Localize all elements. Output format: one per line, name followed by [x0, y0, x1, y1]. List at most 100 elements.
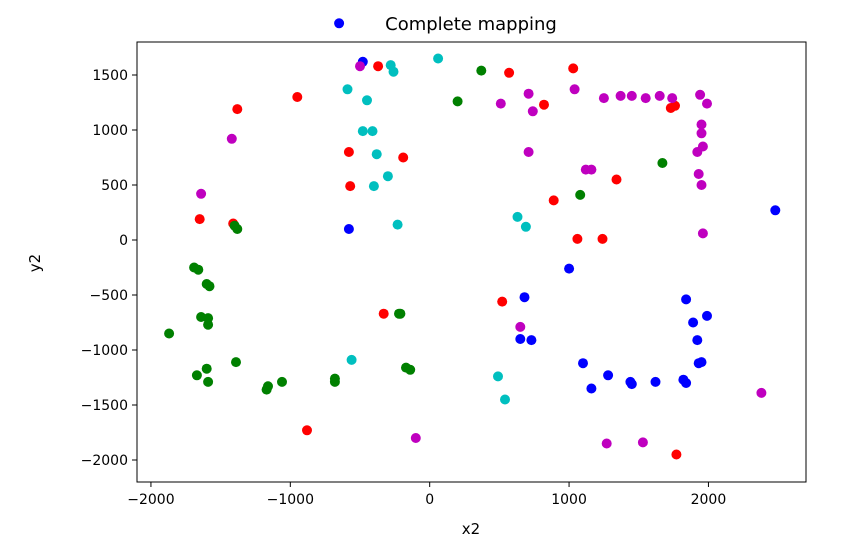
data-point [568, 63, 579, 74]
y-tick-label: 1000 [92, 123, 128, 139]
data-point [193, 264, 204, 275]
data-point [495, 98, 506, 109]
y-tick-label: 1500 [92, 68, 128, 84]
x-axis: −2000 −1000 0 1000 2000 [127, 482, 726, 508]
data-point [526, 335, 537, 346]
data-point [548, 195, 559, 206]
data-point [203, 376, 214, 387]
data-point [346, 354, 357, 365]
data-point [527, 106, 538, 117]
data-point [523, 88, 534, 99]
data-point [493, 371, 503, 382]
data-point [671, 449, 682, 460]
plot-area-frame [136, 41, 807, 483]
data-point [334, 18, 345, 29]
data-point [702, 310, 712, 321]
data-point [569, 84, 580, 95]
data-point [368, 181, 379, 192]
data-point [302, 425, 312, 436]
data-point [343, 147, 354, 157]
data-point [196, 188, 207, 199]
y-tick-label: 0 [119, 233, 128, 249]
data-point [770, 205, 781, 216]
data-point [388, 66, 399, 77]
y-tick-label: −2000 [81, 453, 128, 469]
data-point [586, 164, 597, 175]
data-point [191, 370, 202, 381]
data-point [702, 98, 712, 109]
data-point [395, 308, 406, 319]
data-point [681, 294, 692, 305]
data-point [504, 67, 515, 78]
data-point [410, 433, 421, 443]
data-point [203, 319, 214, 330]
data-point [292, 92, 303, 102]
data-point [342, 84, 353, 95]
data-point [226, 133, 237, 144]
x-tick-label: 1000 [551, 492, 587, 508]
chart-title: Complete mapping [385, 14, 557, 35]
x-tick-label: −2000 [127, 492, 174, 508]
y-axis: −2000 −1500 −1000 −500 0 500 1000 1500 [81, 68, 137, 469]
data-point [231, 357, 241, 368]
data-points [164, 18, 781, 460]
data-point [650, 376, 661, 387]
data-point [692, 335, 703, 346]
data-point [194, 214, 205, 225]
data-point [329, 376, 340, 387]
data-point [756, 387, 767, 398]
data-point [382, 171, 393, 182]
data-point [497, 296, 508, 307]
data-point [670, 100, 680, 111]
data-point [232, 104, 243, 115]
data-point [452, 96, 463, 107]
data-point [378, 308, 389, 319]
data-point [696, 180, 707, 190]
y-tick-label: −1000 [81, 343, 128, 359]
data-point [373, 61, 384, 72]
data-point [696, 119, 707, 130]
data-point [355, 61, 365, 72]
data-point [697, 141, 708, 152]
data-point [611, 174, 622, 185]
data-point [392, 219, 403, 230]
y-tick-label: 500 [101, 178, 128, 194]
data-point [626, 379, 637, 390]
data-point [405, 364, 416, 375]
data-point [564, 263, 575, 274]
x-tick-label: 0 [425, 492, 434, 508]
data-point [640, 93, 651, 104]
y-tick-label: −1500 [81, 398, 128, 414]
data-point [696, 128, 707, 139]
data-point [696, 357, 707, 368]
data-point [597, 233, 608, 244]
data-point [357, 126, 368, 137]
data-point [667, 93, 678, 104]
data-point [688, 317, 699, 328]
data-point [654, 90, 665, 101]
data-point [693, 169, 704, 179]
data-point [515, 334, 526, 344]
data-point [343, 224, 354, 234]
data-point [523, 147, 534, 157]
data-point [697, 228, 708, 239]
data-point [681, 378, 692, 388]
data-point [520, 221, 531, 232]
data-point [204, 281, 215, 292]
data-point [362, 95, 372, 106]
data-point [575, 189, 586, 200]
data-point [539, 99, 549, 110]
data-point [695, 89, 706, 100]
data-point [519, 292, 530, 303]
data-point [164, 328, 175, 339]
x-tick-label: −1000 [267, 492, 314, 508]
data-point [515, 321, 526, 332]
data-point [367, 126, 378, 137]
data-point [277, 376, 287, 387]
data-point [263, 381, 273, 392]
data-point [433, 53, 444, 64]
x-axis-label: x2 [462, 520, 480, 538]
data-point [603, 370, 614, 381]
data-point [586, 383, 597, 394]
